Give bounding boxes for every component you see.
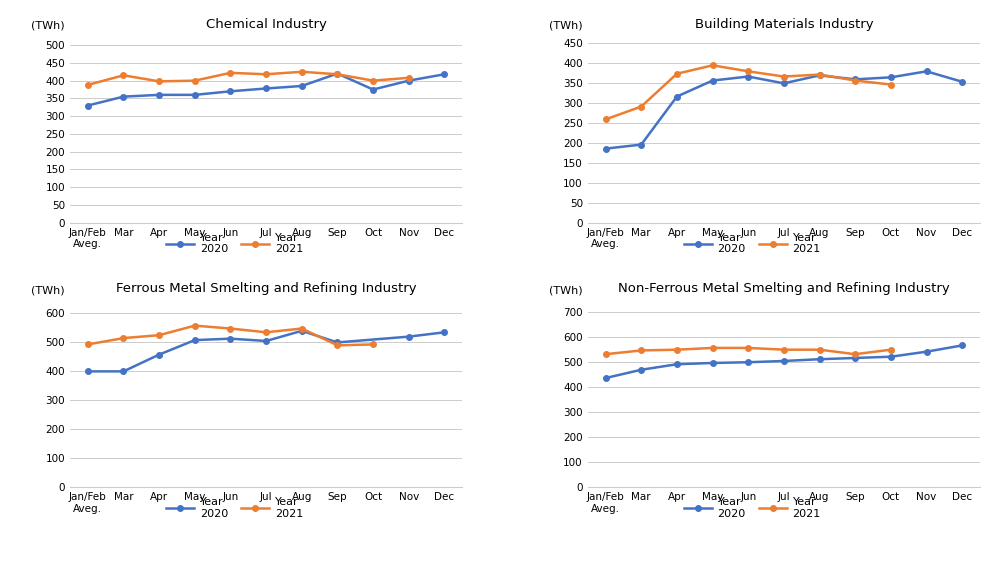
Title: Chemical Industry: Chemical Industry <box>206 18 327 30</box>
Legend: Year
2020, Year
2021: Year 2020, Year 2021 <box>680 228 825 259</box>
Title: Ferrous Metal Smelting and Refining Industry: Ferrous Metal Smelting and Refining Indu… <box>116 282 416 295</box>
Legend: Year
2020, Year
2021: Year 2020, Year 2021 <box>680 493 825 523</box>
Text: (TWh): (TWh) <box>549 21 582 30</box>
Title: Building Materials Industry: Building Materials Industry <box>695 18 873 30</box>
Legend: Year
2020, Year
2021: Year 2020, Year 2021 <box>162 228 307 259</box>
Text: (TWh): (TWh) <box>31 285 64 295</box>
Text: (TWh): (TWh) <box>31 21 64 30</box>
Legend: Year
2020, Year
2021: Year 2020, Year 2021 <box>162 493 307 523</box>
Title: Non-Ferrous Metal Smelting and Refining Industry: Non-Ferrous Metal Smelting and Refining … <box>618 282 950 295</box>
Text: (TWh): (TWh) <box>549 285 582 295</box>
